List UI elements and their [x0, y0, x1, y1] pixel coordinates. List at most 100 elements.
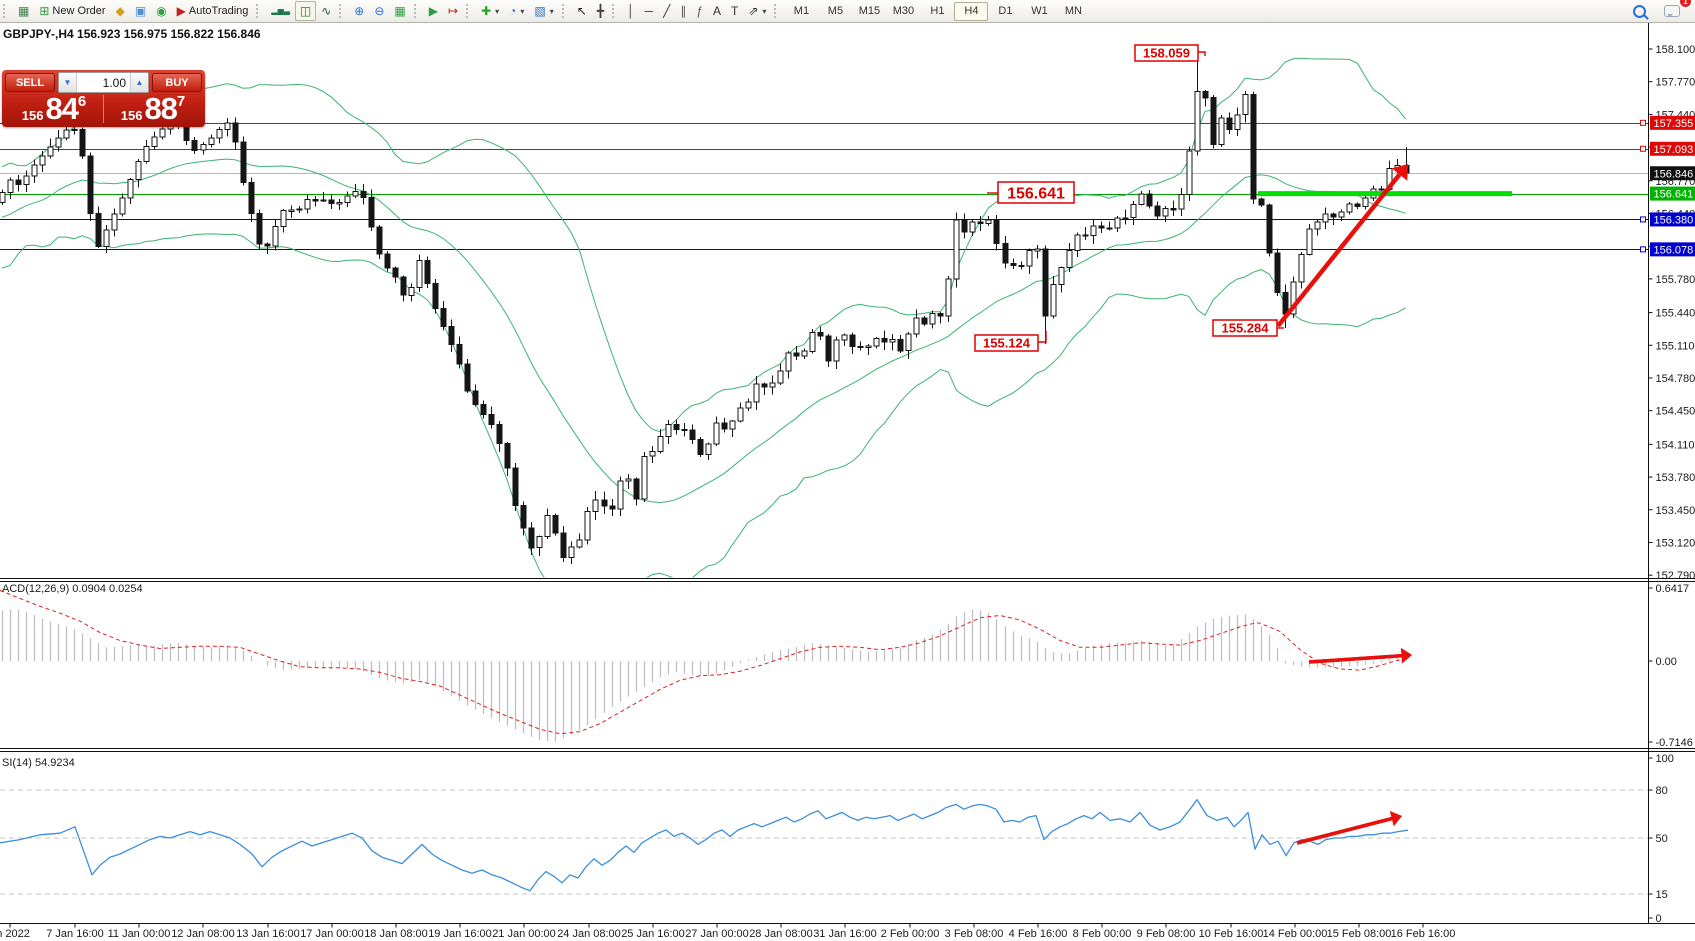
- bullish-candle: [127, 179, 134, 199]
- text-label-icon[interactable]: T: [726, 1, 743, 21]
- metaeditor-button[interactable]: ▣: [130, 1, 151, 21]
- volume-increase-button[interactable]: ▲: [130, 73, 148, 92]
- bearish-candle: [689, 429, 696, 441]
- time-tick-label[interactable]: 14 Feb 00:00: [1263, 928, 1328, 940]
- timeframe-d1-button[interactable]: D1: [998, 5, 1013, 17]
- time-tick-label[interactable]: 2 Feb 00:00: [881, 928, 940, 940]
- auto-scroll-icon[interactable]: ▶: [424, 1, 443, 21]
- volume-value[interactable]: 1.00: [77, 73, 130, 92]
- price-annotation-box[interactable]: [1212, 319, 1278, 337]
- time-tick-label[interactable]: 18 Jan 08:00: [364, 928, 428, 940]
- chart-line-icon[interactable]: ∿: [316, 1, 336, 21]
- timeframe-m5-button[interactable]: M5: [827, 5, 844, 17]
- signals-button[interactable]: ◉: [151, 1, 171, 21]
- new-chart-button[interactable]: ▦: [13, 1, 34, 21]
- time-tick-label[interactable]: 12 Jan 08:00: [171, 928, 235, 940]
- volume-stepper[interactable]: ▼ 1.00 ▲: [58, 72, 149, 93]
- price-annotation-box[interactable]: [1134, 44, 1199, 62]
- time-tick-label[interactable]: 10 Feb 16:00: [1199, 928, 1264, 940]
- timeframe-m1-button[interactable]: M1: [793, 5, 810, 17]
- trendline-icon[interactable]: ╱: [658, 1, 675, 21]
- time-tick-label[interactable]: 27 Jan 00:00: [685, 928, 749, 940]
- bearish-candle: [1098, 225, 1105, 229]
- trend-arrow-head[interactable]: [1401, 648, 1412, 664]
- price-annotation-box[interactable]: [997, 181, 1075, 204]
- trend-arrow-head[interactable]: [1391, 164, 1408, 181]
- bearish-candle: [1002, 243, 1009, 264]
- time-tick-label[interactable]: 7 Jan 16:00: [46, 928, 104, 940]
- buy-price[interactable]: 156 88 7: [120, 91, 186, 126]
- chart-bars-icon[interactable]: ▂▅▃: [266, 1, 294, 21]
- trend-arrow[interactable]: [1296, 816, 1393, 845]
- time-tick-label[interactable]: 28 Jan 08:00: [749, 928, 813, 940]
- price-annotation-box[interactable]: [974, 334, 1039, 352]
- line-end-marker[interactable]: [1640, 119, 1646, 126]
- vertical-line-icon[interactable]: │: [622, 1, 640, 21]
- chart-shift-icon[interactable]: ↦: [443, 1, 463, 21]
- time-tick-label[interactable]: 13 Jan 16:00: [236, 928, 300, 940]
- crosshair-icon[interactable]: ╋: [592, 1, 609, 21]
- time-tick-label[interactable]: an 2022: [0, 928, 30, 940]
- time-tick-label[interactable]: 21 Jan 00:00: [492, 928, 556, 940]
- chart-canvas[interactable]: 158.100157.770157.440157.110156.770156.4…: [0, 22, 1695, 941]
- time-tick-label[interactable]: 19 Jan 16:00: [428, 928, 492, 940]
- timeframe-w1-button[interactable]: W1: [1031, 5, 1048, 17]
- fibonacci-icon[interactable]: ƒ: [691, 1, 708, 21]
- sell-button[interactable]: SELL: [5, 73, 55, 92]
- notifications-icon[interactable]: 1: [1659, 0, 1691, 21]
- timeframe-h1-button[interactable]: H1: [930, 5, 945, 17]
- trend-arrow[interactable]: [1276, 173, 1402, 328]
- new-order-glyph: ⊞: [39, 4, 50, 18]
- line-end-marker[interactable]: [1640, 216, 1646, 223]
- tile-windows-icon[interactable]: ▦: [389, 1, 410, 21]
- arrows-icon[interactable]: ⇗ ▾: [743, 1, 771, 21]
- bullish-candle: [224, 122, 231, 131]
- horizontal-line-icon[interactable]: ─: [640, 1, 659, 21]
- sell-price[interactable]: 156 84 6: [21, 91, 87, 126]
- time-tick-label[interactable]: 16 Feb 16:00: [1391, 928, 1456, 940]
- zoom-in-icon[interactable]: ⊕: [349, 1, 369, 21]
- time-tick-label[interactable]: 8 Feb 00:00: [1073, 928, 1132, 940]
- rsi-axis-label: 0: [1656, 913, 1662, 925]
- bearish-candle: [432, 282, 439, 310]
- mql-wizard-button[interactable]: ◆: [111, 1, 130, 21]
- periods-button[interactable]: ◔ ▾: [504, 1, 529, 21]
- templates-button[interactable]: ▧ ▾: [529, 1, 558, 21]
- time-tick-label[interactable]: 31 Jan 16:00: [813, 928, 877, 940]
- bearish-candle: [1010, 262, 1017, 266]
- volume-decrease-button[interactable]: ▼: [59, 73, 77, 92]
- time-tick-label[interactable]: 15 Feb 08:00: [1327, 928, 1392, 940]
- text-icon[interactable]: A: [708, 1, 726, 21]
- timeframe-m15-button[interactable]: M15: [858, 5, 881, 17]
- time-tick-label[interactable]: 9 Feb 08:00: [1137, 928, 1196, 940]
- dropdown-caret-icon[interactable]: ▾: [762, 6, 767, 16]
- dropdown-caret-icon[interactable]: ▾: [520, 6, 525, 16]
- time-tick-label[interactable]: 3 Feb 08:00: [945, 928, 1004, 940]
- timeframe-m30-button[interactable]: M30: [892, 5, 915, 17]
- price-annotation-label: 155.124: [983, 336, 1031, 351]
- dropdown-caret-icon[interactable]: ▾: [549, 6, 554, 16]
- autotrading-button[interactable]: ▶ AutoTrading: [172, 1, 254, 21]
- indicators-button[interactable]: ✚ ▾: [476, 1, 504, 21]
- time-tick-label[interactable]: 17 Jan 00:00: [300, 928, 364, 940]
- timeframe-mn-button[interactable]: MN: [1064, 5, 1082, 17]
- time-tick-label[interactable]: 4 Feb 16:00: [1009, 928, 1068, 940]
- zoom-out-icon[interactable]: ⊖: [369, 1, 389, 21]
- line-end-marker[interactable]: [1640, 145, 1646, 152]
- time-tick-label[interactable]: 11 Jan 00:00: [108, 928, 171, 940]
- timeframe-h4-button[interactable]: H4: [954, 1, 989, 21]
- chart-candles-icon[interactable]: ◫: [294, 1, 317, 21]
- time-tick-label[interactable]: 24 Jan 08:00: [557, 928, 621, 940]
- search-icon[interactable]: [1628, 1, 1651, 21]
- trend-arrow[interactable]: [1308, 653, 1402, 664]
- dropdown-caret-icon[interactable]: ▾: [495, 6, 500, 16]
- time-tick-label[interactable]: 25 Jan 16:00: [621, 928, 685, 940]
- line-end-marker[interactable]: [1640, 246, 1646, 253]
- new-order-button[interactable]: ⊞ New Order: [34, 1, 110, 21]
- trend-arrow-head[interactable]: [1389, 811, 1402, 827]
- buy-button[interactable]: BUY: [152, 73, 202, 92]
- bearish-candle: [1354, 203, 1361, 207]
- cursor-icon[interactable]: ↖: [572, 1, 592, 21]
- equidistant-channel-icon[interactable]: ∥: [675, 1, 691, 21]
- chart-window[interactable]: 158.100157.770157.440157.110156.770156.4…: [0, 22, 1695, 941]
